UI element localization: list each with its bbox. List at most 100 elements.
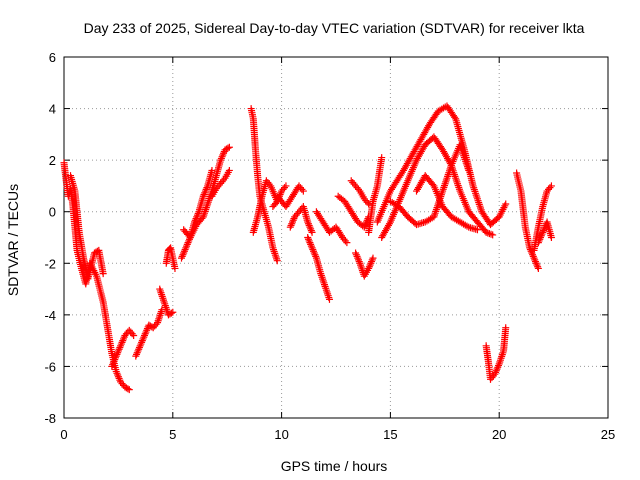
data-point (368, 256, 376, 264)
data-point (130, 331, 138, 339)
data-point (492, 368, 500, 376)
data-point (132, 352, 140, 360)
data-point (193, 211, 201, 219)
data-point (140, 333, 148, 341)
data-point (183, 240, 191, 248)
data-point (218, 153, 226, 161)
data-point (484, 229, 492, 237)
data-point (265, 180, 273, 188)
data-point (304, 235, 312, 243)
data-point (385, 220, 393, 228)
data-point (128, 330, 136, 338)
data-point (369, 254, 377, 262)
data-point (152, 320, 160, 328)
data-point (112, 352, 120, 360)
x-tick-label: 15 (383, 427, 397, 442)
data-point (220, 176, 228, 184)
data-point (492, 367, 500, 375)
data-point (538, 230, 546, 238)
data-point (116, 344, 124, 352)
data-point (166, 245, 174, 253)
data-point (304, 234, 312, 241)
y-tick-label: 0 (49, 205, 56, 220)
data-point (493, 365, 501, 373)
data-point (180, 249, 188, 257)
data-point (118, 338, 126, 346)
data-point (485, 230, 493, 238)
data-point (273, 257, 281, 265)
data-point (288, 218, 296, 226)
data-point (536, 235, 544, 243)
data-point (109, 361, 117, 369)
data-point (298, 185, 306, 193)
y-tick-label: -8 (44, 411, 56, 426)
data-point (217, 156, 225, 164)
data-point (368, 258, 376, 266)
data-point (282, 182, 290, 190)
data-point (183, 242, 191, 250)
x-tick-label: 25 (601, 427, 615, 442)
data-point (534, 239, 542, 247)
data-point (531, 258, 539, 266)
data-point (310, 249, 318, 257)
data-point (540, 225, 548, 233)
data-point (182, 244, 190, 252)
data-point (138, 338, 146, 346)
x-tick-label: 5 (169, 427, 176, 442)
data-point (117, 340, 125, 348)
data-point (494, 362, 502, 370)
data-point (178, 254, 186, 262)
grid-lines (64, 57, 608, 418)
data-point (113, 350, 121, 358)
data-point (306, 239, 314, 247)
plot-frame (63, 56, 609, 419)
data-point (115, 345, 123, 353)
data-point (494, 363, 502, 371)
data-point (489, 231, 497, 239)
data-point (354, 254, 362, 262)
data-point (325, 295, 333, 303)
data-point (310, 247, 318, 255)
data-point (367, 259, 375, 267)
y-tick-label: 2 (49, 153, 56, 168)
data-point (117, 342, 125, 350)
data-point (281, 184, 289, 192)
data-point (225, 166, 233, 174)
data-point (363, 198, 371, 206)
data-point (308, 228, 316, 236)
y-tick-labels: -8 -6 -4 -2 0 2 4 6 (44, 50, 56, 426)
data-point (537, 234, 545, 241)
data-point (534, 263, 542, 271)
data-point (305, 221, 313, 229)
data-point (143, 326, 151, 334)
data-point (110, 357, 118, 365)
data-point (299, 187, 307, 195)
data-point (465, 166, 473, 174)
data-point (355, 258, 363, 266)
data-point (142, 328, 150, 336)
data-point (288, 220, 296, 228)
data-point (119, 335, 127, 343)
data-point (169, 308, 177, 316)
data-point (535, 237, 543, 245)
data-point (365, 263, 373, 271)
data-point (487, 230, 495, 238)
data-point (108, 362, 116, 370)
data-point (179, 251, 187, 259)
data-point (309, 246, 317, 254)
data-point (119, 337, 127, 345)
data-point (354, 185, 362, 193)
data-point (180, 247, 188, 255)
y-tick-label: -6 (44, 359, 56, 374)
data-point (184, 239, 192, 247)
data-point (341, 237, 349, 245)
data-point (138, 337, 146, 345)
data-point (115, 374, 123, 382)
data-point (193, 213, 201, 221)
y-axis-label: SDTVAR / TECUs (5, 184, 21, 296)
data-point (217, 154, 225, 162)
data-point (114, 349, 122, 357)
data-point (194, 209, 202, 217)
data-point (366, 261, 374, 269)
x-tick-label: 0 (60, 427, 67, 442)
